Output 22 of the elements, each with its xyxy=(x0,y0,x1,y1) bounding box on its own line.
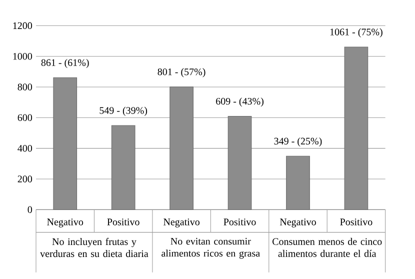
data-label: 609 - (43%) xyxy=(216,98,264,107)
x-tick-label: Negativo xyxy=(164,218,200,228)
y-tick-label: 1200 xyxy=(13,22,32,30)
x-tick-label: Negativo xyxy=(47,218,84,228)
y-tick-label: 800 xyxy=(18,84,32,90)
text: Consumen menos de cinco alimentos durante el día xyxy=(272,238,382,257)
x-tick-label: Negativo xyxy=(280,218,316,228)
x-tick-label: Positivo xyxy=(224,218,256,226)
y-tick-label: 200 xyxy=(18,176,32,182)
text: No incluyen frutas y verduras en su dieta diaria xyxy=(40,238,148,258)
data-label: 1061 - (75%) xyxy=(330,28,382,38)
y-tick-label: 600 xyxy=(18,114,32,122)
y-tick-label: 400 xyxy=(18,144,32,152)
text: No evitan consumir alimentos ricos en grasa xyxy=(162,238,260,259)
data-label: 349 - (25%) xyxy=(274,137,322,147)
data-label: 861 - (61%) xyxy=(41,58,89,68)
data-label: 801 - (57%) xyxy=(158,68,206,78)
x-tick-label: Positivo xyxy=(340,218,372,226)
y-tick-label: 1000 xyxy=(13,52,32,60)
x-tick-label: Positivo xyxy=(107,218,140,226)
data-label: 549 - (39%) xyxy=(100,106,148,116)
y-tick-label: 0 xyxy=(28,206,32,214)
